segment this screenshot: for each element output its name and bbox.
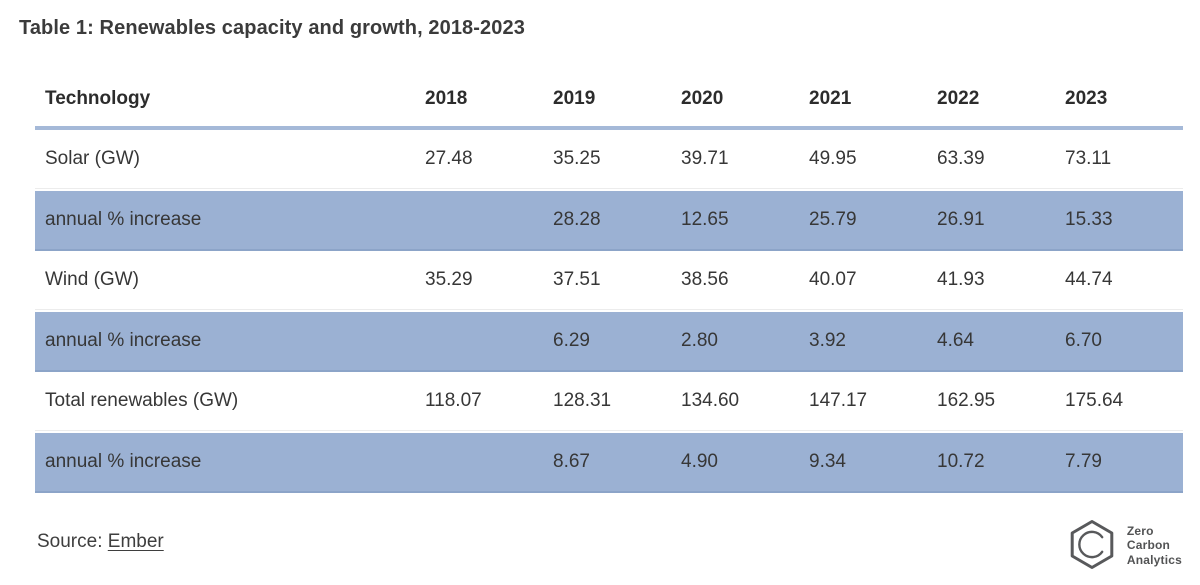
row-solar: Solar (GW) 27.48 35.25 39.71 49.95 63.39… — [35, 130, 1183, 189]
row-label: Wind (GW) — [35, 251, 415, 310]
cell-value: 39.71 — [671, 130, 799, 189]
cell-value: 4.64 — [927, 310, 1055, 372]
cell-value: 73.11 — [1055, 130, 1183, 189]
row-total-increase: annual % increase 8.67 4.90 9.34 10.72 7… — [35, 431, 1183, 493]
cell-value: 2.80 — [671, 310, 799, 372]
row-label: annual % increase — [35, 189, 415, 251]
cell-value: 128.31 — [543, 372, 671, 431]
cell-value: 6.70 — [1055, 310, 1183, 372]
row-label: Total renewables (GW) — [35, 372, 415, 431]
cell-value — [415, 431, 543, 493]
cell-value: 7.79 — [1055, 431, 1183, 493]
zero-carbon-analytics-logo: Zero Carbon Analytics — [1066, 509, 1182, 574]
column-header-2020: 2020 — [671, 76, 799, 130]
column-header-2023: 2023 — [1055, 76, 1183, 130]
cell-value: 38.56 — [671, 251, 799, 310]
cell-value: 63.39 — [927, 130, 1055, 189]
source-label: Source: — [37, 531, 108, 552]
cell-value: 28.28 — [543, 189, 671, 251]
logo-text-line2: Carbon — [1126, 538, 1171, 553]
cell-value: 41.93 — [927, 251, 1055, 310]
cell-value: 37.51 — [543, 251, 671, 310]
source-text: Source: Ember — [37, 509, 164, 553]
cell-value: 12.65 — [671, 189, 799, 251]
column-header-2018: 2018 — [415, 76, 543, 130]
cell-value: 118.07 — [415, 372, 543, 431]
cell-value: 40.07 — [799, 251, 927, 310]
footer: Source: Ember Zero Carbon Analytics — [37, 509, 1182, 574]
page-title: Table 1: Renewables capacity and growth,… — [19, 17, 525, 39]
row-solar-increase: annual % increase 28.28 12.65 25.79 26.9… — [35, 189, 1183, 251]
renewables-capacity-table: Technology 2018 2019 2020 2021 2022 2023… — [35, 76, 1183, 493]
logo-text-line3: Analytics — [1126, 552, 1182, 567]
cell-value: 3.92 — [799, 310, 927, 372]
cell-value: 6.29 — [543, 310, 671, 372]
cell-value — [415, 310, 543, 372]
cell-value: 44.74 — [1055, 251, 1183, 310]
column-header-2019: 2019 — [543, 76, 671, 130]
logo-text: Zero Carbon Analytics — [1127, 524, 1182, 568]
cell-value: 15.33 — [1055, 189, 1183, 251]
row-total-renewables: Total renewables (GW) 118.07 128.31 134.… — [35, 372, 1183, 431]
source-link[interactable]: Ember — [107, 531, 164, 552]
cell-value: 49.95 — [799, 130, 927, 189]
cell-value: 35.29 — [415, 251, 543, 310]
cell-value: 134.60 — [671, 372, 799, 431]
row-label: annual % increase — [35, 310, 415, 372]
cell-value: 175.64 — [1055, 372, 1183, 431]
cell-value: 9.34 — [799, 431, 927, 493]
cell-value: 25.79 — [799, 189, 927, 251]
cell-value: 147.17 — [799, 372, 927, 431]
column-header-2022: 2022 — [927, 76, 1055, 130]
row-wind: Wind (GW) 35.29 37.51 38.56 40.07 41.93 … — [35, 251, 1183, 310]
cell-value: 35.25 — [543, 130, 671, 189]
hexagon-c-logo-icon — [1070, 520, 1114, 569]
header-row: Technology 2018 2019 2020 2021 2022 2023 — [35, 76, 1183, 130]
cell-value: 162.95 — [927, 372, 1055, 431]
row-label: annual % increase — [35, 431, 415, 493]
cell-value: 26.91 — [927, 189, 1055, 251]
cell-value — [415, 189, 543, 251]
logo-text-line1: Zero — [1126, 523, 1154, 538]
row-wind-increase: annual % increase 6.29 2.80 3.92 4.64 6.… — [35, 310, 1183, 372]
cell-value: 27.48 — [415, 130, 543, 189]
cell-value: 10.72 — [927, 431, 1055, 493]
row-label: Solar (GW) — [35, 130, 415, 189]
cell-value: 4.90 — [671, 431, 799, 493]
column-header-technology: Technology — [35, 76, 415, 130]
column-header-2021: 2021 — [799, 76, 927, 130]
cell-value: 8.67 — [543, 431, 671, 493]
